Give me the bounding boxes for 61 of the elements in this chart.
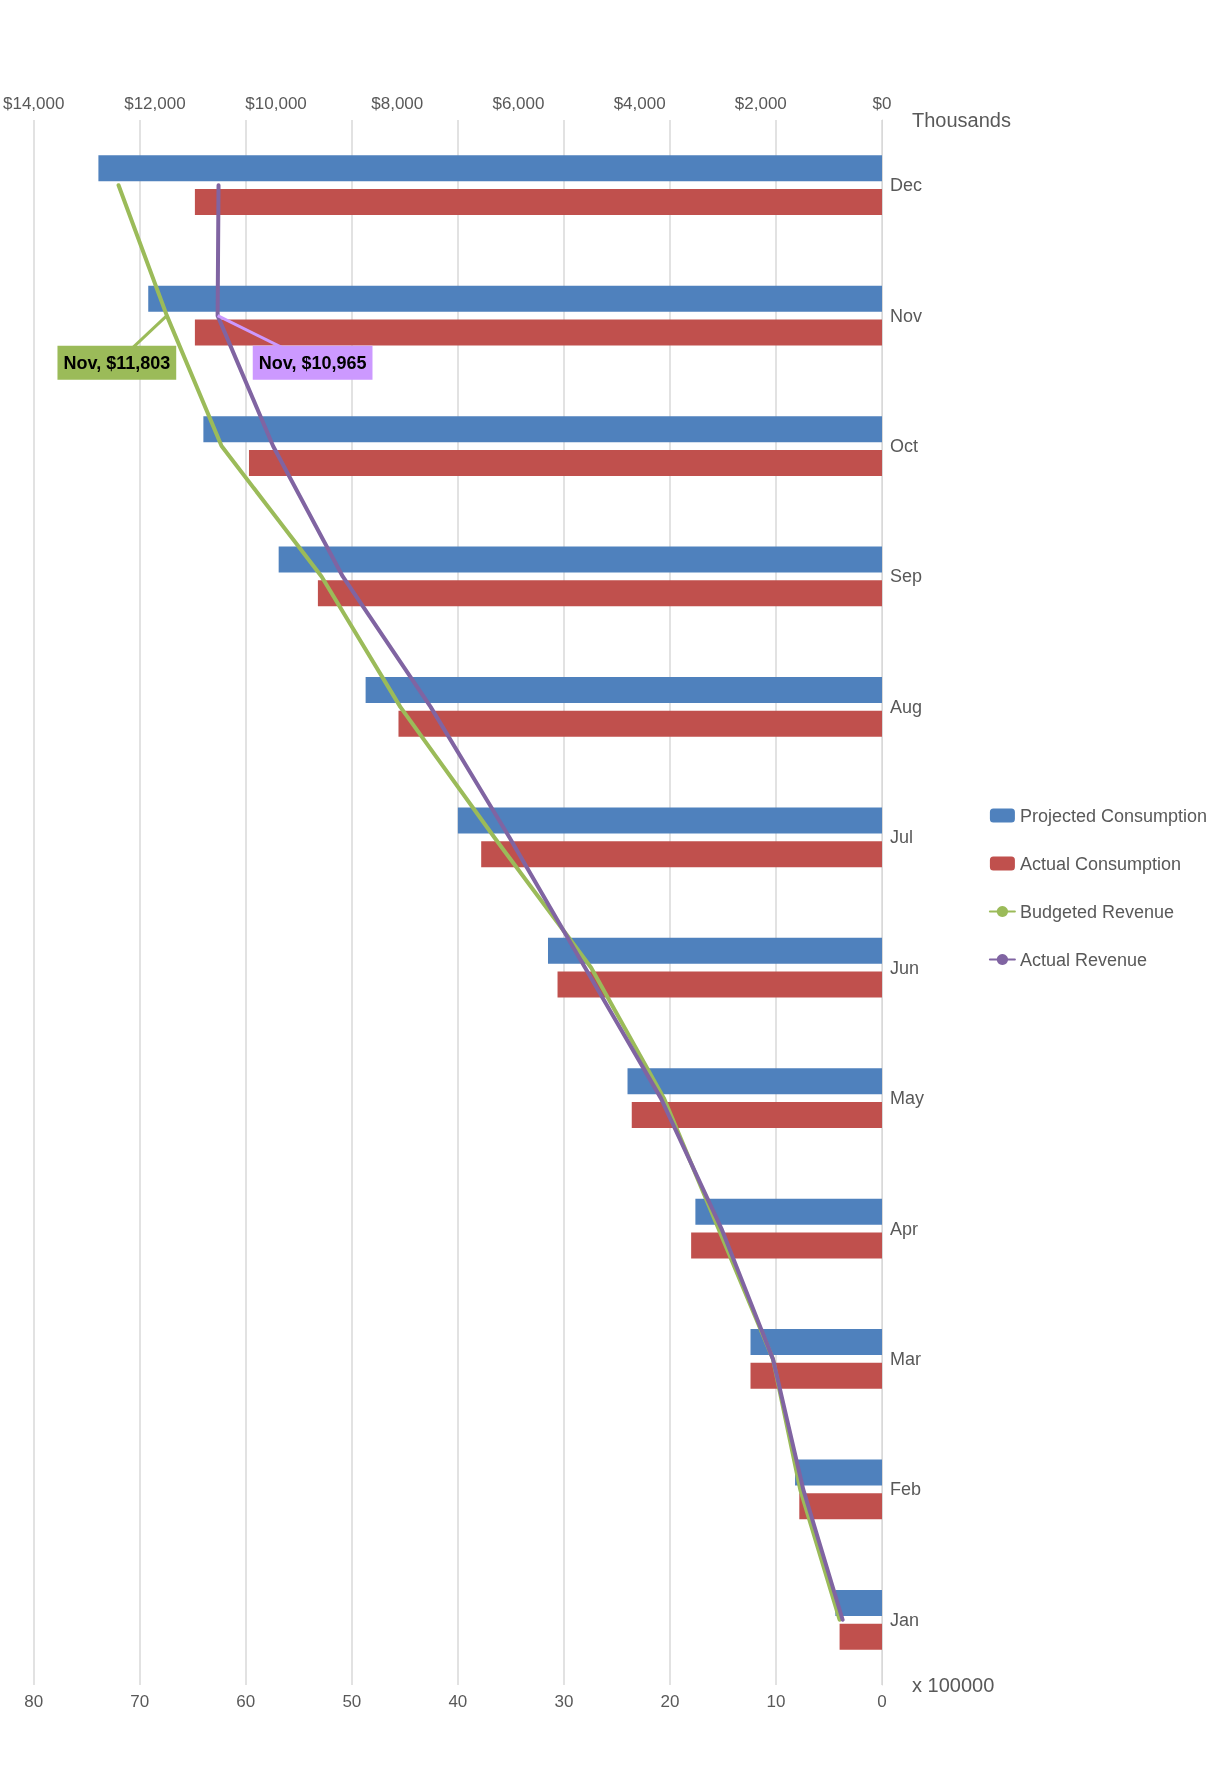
x-tick-label: 50 <box>342 1692 362 1711</box>
bar <box>98 155 882 182</box>
bar <box>799 1493 882 1520</box>
y-tick-label: Dec <box>890 175 923 196</box>
bar <box>547 937 882 964</box>
bar <box>481 841 882 868</box>
x-tick-label: 40 <box>448 1692 468 1711</box>
data-label: Nov, $10,965 <box>258 352 367 373</box>
bar <box>457 807 882 834</box>
bar <box>317 580 882 607</box>
bar <box>203 416 882 443</box>
bar <box>835 1589 882 1616</box>
y-tick-label: Aug <box>890 696 923 717</box>
x-tick-label: 0 <box>877 1692 887 1711</box>
bar <box>557 971 882 998</box>
y-tick-label: Oct <box>890 436 919 457</box>
y-tick-label: Apr <box>890 1218 919 1239</box>
x-tick-label: 60 <box>236 1692 256 1711</box>
bar <box>194 319 882 346</box>
legend-label: Projected Consumption <box>1019 805 1208 826</box>
bar <box>795 1459 882 1486</box>
bar <box>627 1068 882 1095</box>
bar <box>248 449 882 476</box>
y-tick-label: Mar <box>890 1348 921 1369</box>
y-tick-label: Nov <box>890 305 923 326</box>
x2-tick-label: $2,000 <box>734 94 787 113</box>
bar <box>695 1198 882 1225</box>
x2-tick-label: $4,000 <box>613 94 666 113</box>
x-tick-label: 70 <box>130 1692 150 1711</box>
x2-tick-label: $12,000 <box>124 94 186 113</box>
bar <box>691 1232 882 1259</box>
y-tick-label: Jan <box>890 1609 920 1630</box>
y-tick-label: Sep <box>890 566 923 587</box>
bar <box>194 189 882 216</box>
x2-tick-label: $14,000 <box>3 94 65 113</box>
bar <box>839 1623 882 1650</box>
y-tick-label: Jul <box>890 827 914 848</box>
x2-tick-label: $10,000 <box>245 94 307 113</box>
legend-label: Actual Revenue <box>1019 949 1147 970</box>
x-tick-label: 80 <box>24 1692 44 1711</box>
y-tick-label: Jun <box>890 957 920 978</box>
x-axis-title: x 100000 <box>912 1674 995 1696</box>
x-tick-label: 30 <box>554 1692 574 1711</box>
y-tick-label: Feb <box>890 1479 922 1500</box>
bar <box>365 676 882 703</box>
legend-label: Actual Consumption <box>1019 853 1181 874</box>
x2-axis-title: Thousands <box>912 109 1011 131</box>
data-label: Nov, $11,803 <box>63 352 171 373</box>
bar <box>750 1329 882 1356</box>
x-tick-label: 10 <box>766 1692 786 1711</box>
x2-tick-label: $6,000 <box>492 94 545 113</box>
x2-tick-label: $8,000 <box>371 94 424 113</box>
bar <box>398 710 882 737</box>
bar <box>148 285 882 312</box>
x2-tick-label: $0 <box>872 94 892 113</box>
y-tick-label: May <box>890 1088 925 1109</box>
bar <box>631 1102 882 1129</box>
bar <box>278 546 882 573</box>
legend-label: Budgeted Revenue <box>1019 901 1175 922</box>
bar <box>750 1362 882 1389</box>
x-tick-label: 20 <box>660 1692 680 1711</box>
